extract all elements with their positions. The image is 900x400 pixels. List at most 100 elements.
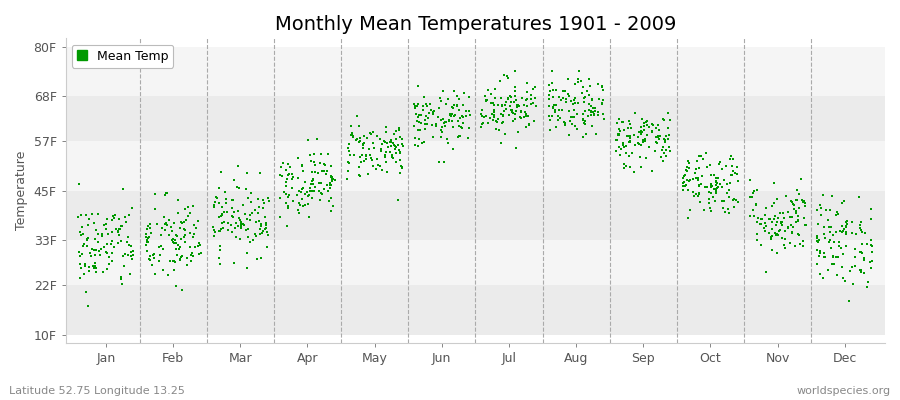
Point [774,219,788,225]
Point [443,110,457,117]
Point [381,144,395,150]
Point [95,233,110,239]
Point [72,275,86,281]
Point [96,244,111,250]
Point [595,101,609,107]
Point [663,117,678,124]
Point [86,263,100,270]
Point [302,192,316,198]
Point [125,256,140,262]
Point [81,303,95,310]
Point [409,104,423,111]
Point [498,102,512,109]
Point [74,265,88,271]
Point [659,153,673,160]
Point [711,175,725,181]
Point [407,101,421,107]
Point [564,114,579,120]
Point [725,156,740,163]
Point [584,96,598,102]
Point [207,227,221,233]
Point [213,169,228,176]
Point [418,117,432,123]
Point [139,241,153,248]
Point [611,131,625,137]
Point [810,247,824,254]
Point [718,163,733,169]
Point [759,228,773,234]
Point [542,113,556,119]
Point [261,197,275,204]
Point [565,114,580,120]
Point [359,152,374,158]
Point [209,194,223,200]
Point [260,244,274,250]
Point [639,132,653,138]
Point [773,210,788,216]
Point [681,178,696,184]
Point [688,191,703,198]
Point [417,138,431,145]
Point [173,244,187,250]
Point [570,111,584,117]
Point [837,198,851,204]
Point [174,219,188,226]
Point [78,212,93,218]
Point [712,161,726,167]
Point [305,169,320,176]
Point [497,107,511,114]
Point [580,88,594,94]
Point [783,214,797,220]
Point [855,240,869,247]
Point [308,162,322,168]
Point [116,252,130,259]
Point [785,198,799,205]
Point [113,226,128,233]
Point [864,216,878,222]
Point [75,224,89,230]
Point [623,164,637,170]
Point [500,75,515,82]
Point [324,174,338,180]
Point [418,100,433,107]
Point [414,120,428,127]
Point [414,140,428,146]
Point [839,224,853,230]
Point [411,126,426,133]
Point [240,265,255,271]
Point [281,202,295,209]
Point [295,168,310,174]
Point [644,121,659,128]
Point [311,170,326,176]
Point [410,142,425,149]
Point [568,123,582,129]
Point [825,232,840,238]
Point [650,140,664,146]
Point [595,83,609,89]
Point [832,243,847,250]
Point [814,212,828,218]
Point [611,115,625,122]
Bar [66,141,885,191]
Point [679,181,693,188]
Point [632,129,646,135]
Point [354,158,368,165]
Point [694,181,708,188]
Point [562,108,576,114]
Point [315,167,329,174]
Point [686,189,700,195]
Point [140,233,154,240]
Point [168,237,183,244]
Point [584,109,598,115]
Point [259,229,274,236]
Point [507,99,521,105]
Point [305,195,320,202]
Point [781,224,796,231]
Point [775,219,789,226]
Point [392,156,407,163]
Point [356,144,370,151]
Point [193,242,207,249]
Point [452,107,466,113]
Point [835,228,850,235]
Point [853,248,868,255]
